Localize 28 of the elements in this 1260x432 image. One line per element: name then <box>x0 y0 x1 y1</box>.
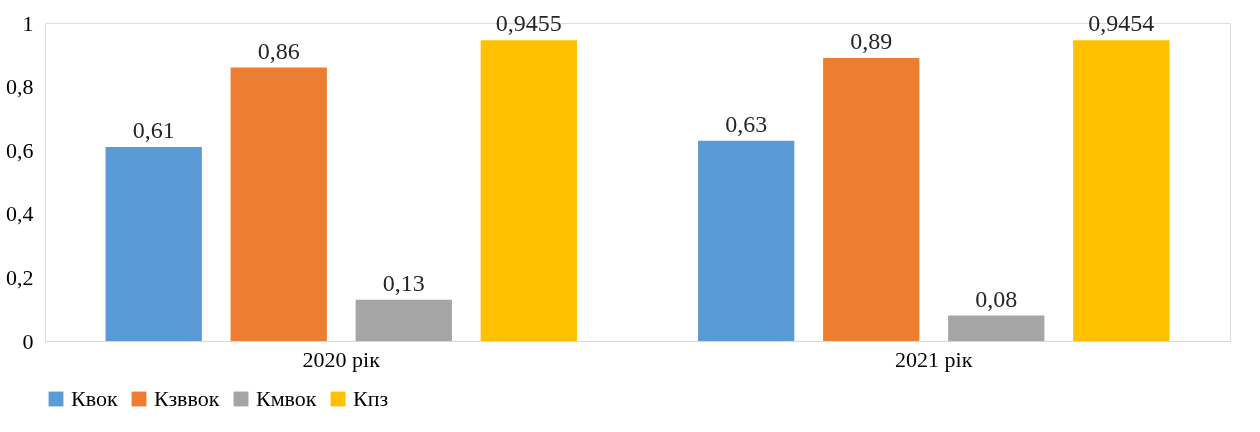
data-label: 0,9454 <box>1088 10 1155 37</box>
data-label: 0,63 <box>725 110 768 137</box>
y-tick-label: 1 <box>22 10 34 36</box>
bar <box>823 57 920 341</box>
bar <box>1073 40 1170 341</box>
bar <box>105 147 202 341</box>
legend-label: Кзввок <box>154 386 220 411</box>
y-tick-label: 0 <box>22 328 34 354</box>
data-label: 0,86 <box>257 37 300 64</box>
x-tick-label: 2020 рік <box>302 346 381 372</box>
data-label: 0,61 <box>132 117 175 144</box>
x-tick-label: 2021 рік <box>895 346 973 372</box>
legend-label: Кпз <box>353 386 389 411</box>
bar <box>355 299 452 341</box>
data-label: 0,89 <box>850 27 893 54</box>
y-tick-label: 0,4 <box>6 201 34 227</box>
bar <box>948 315 1045 341</box>
bar <box>230 67 327 341</box>
y-tick-label: 0,2 <box>6 264 34 290</box>
y-tick-label: 0,8 <box>6 74 34 100</box>
y-tick-label: 0,6 <box>6 137 34 163</box>
data-label: 0,9455 <box>495 10 562 37</box>
bar <box>698 140 795 341</box>
data-label: 0,08 <box>975 285 1018 312</box>
data-label: 0,13 <box>382 269 425 296</box>
legend-label: Кмвок <box>256 386 317 411</box>
legend-label: Квок <box>71 386 118 411</box>
bar <box>480 40 577 341</box>
